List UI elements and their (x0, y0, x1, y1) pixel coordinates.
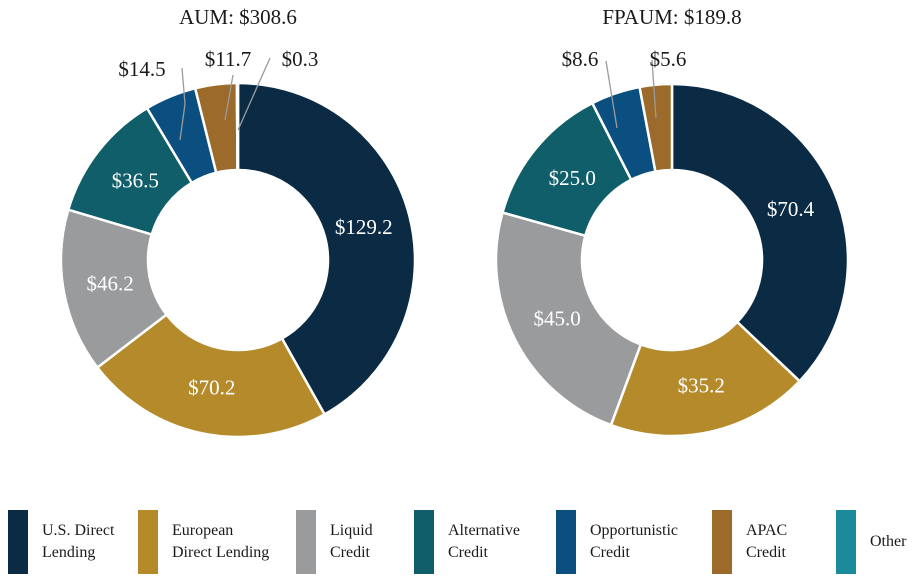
leader-line-apac-credit (224, 74, 234, 121)
donut-charts: AUM: $308.6 $129.2 $70.2 $46.2 $36.5 $14.5 $1… (59, 5, 850, 439)
legend-swatch-alternative-credit (414, 510, 434, 574)
legend-label-liquid-credit: Liquid Credit (330, 522, 373, 561)
slice-european-direct-lending (96, 313, 326, 439)
legend-label-other: Other (870, 533, 907, 550)
legend-item-european-direct-lending: European Direct Lending (138, 510, 269, 574)
fpaum-chart-title: FPAUM: $189.8 (602, 5, 741, 29)
slice-liquid-credit (59, 208, 168, 369)
legend-swatch-other (836, 510, 856, 574)
legend-item-alternative-credit: Alternative Credit (414, 510, 520, 574)
legend-item-apac-credit: APAC Credit (712, 510, 787, 574)
leader-line-apac-credit (651, 59, 657, 119)
data-label-alternative-credit: $36.5 (112, 168, 159, 192)
slice-other (235, 81, 240, 172)
data-label-u-s-direct-lending: $70.4 (767, 197, 815, 221)
leader-line-opportunistic-credit (605, 60, 618, 129)
data-label-liquid-credit: $46.2 (87, 272, 134, 296)
legend-item-liquid-credit: Liquid Credit (296, 510, 373, 574)
legend-swatch-liquid-credit (296, 510, 316, 574)
legend-label-alternative-credit: Alternative Credit (448, 522, 520, 561)
slice-u-s-direct-lending (670, 82, 850, 383)
slice-liquid-credit (494, 211, 643, 427)
legend-swatch-apac-credit (712, 510, 732, 574)
leader-line-other (237, 57, 271, 131)
legend-item-other: Other (836, 510, 906, 574)
leader-line-opportunistic-credit (179, 67, 186, 141)
legend-swatch-us-direct-lending (8, 510, 28, 574)
legend-label-us-direct-lending: U.S. Direct Lending (42, 522, 115, 561)
slice-u-s-direct-lending (236, 81, 417, 416)
legend-label-european-direct-lending: European Direct Lending (172, 522, 270, 561)
legend-item-us-direct-lending: U.S. Direct Lending (8, 510, 114, 574)
legend-item-opportunistic-credit: Opportunistic Credit (556, 510, 678, 574)
data-label-other: $0.3 (282, 47, 319, 71)
legend-label-opportunistic-credit: Opportunistic Credit (590, 522, 678, 561)
data-label-u-s-direct-lending: $129.2 (335, 215, 393, 239)
data-label-opportunistic-credit: $14.5 (118, 57, 165, 81)
legend-label-apac-credit: APAC Credit (746, 522, 788, 561)
fpaum-donut-chart: FPAUM: $189.8 $70.4 $35.2 $45.0 $25.0 $8.6 $5… (494, 5, 850, 438)
data-label-liquid-credit: $45.0 (533, 307, 580, 331)
data-label-european-direct-lending: $35.2 (678, 374, 725, 398)
legend: U.S. Direct Lending European Direct Lend… (0, 510, 917, 580)
legend-swatch-european-direct-lending (138, 510, 158, 574)
legend-swatch-opportunistic-credit (556, 510, 576, 574)
data-label-opportunistic-credit: $8.6 (562, 47, 599, 71)
slice-european-direct-lending (609, 320, 801, 438)
data-label-european-direct-lending: $70.2 (188, 375, 235, 399)
data-label-apac-credit: $5.6 (650, 47, 687, 71)
data-label-apac-credit: $11.7 (205, 47, 251, 71)
aum-donut-chart: AUM: $308.6 $129.2 $70.2 $46.2 $36.5 $14.5 $1… (59, 5, 417, 439)
slice-apac-credit (638, 82, 674, 173)
data-label-alternative-credit: $25.0 (549, 166, 596, 190)
aum-chart-title: AUM: $308.6 (179, 5, 297, 29)
